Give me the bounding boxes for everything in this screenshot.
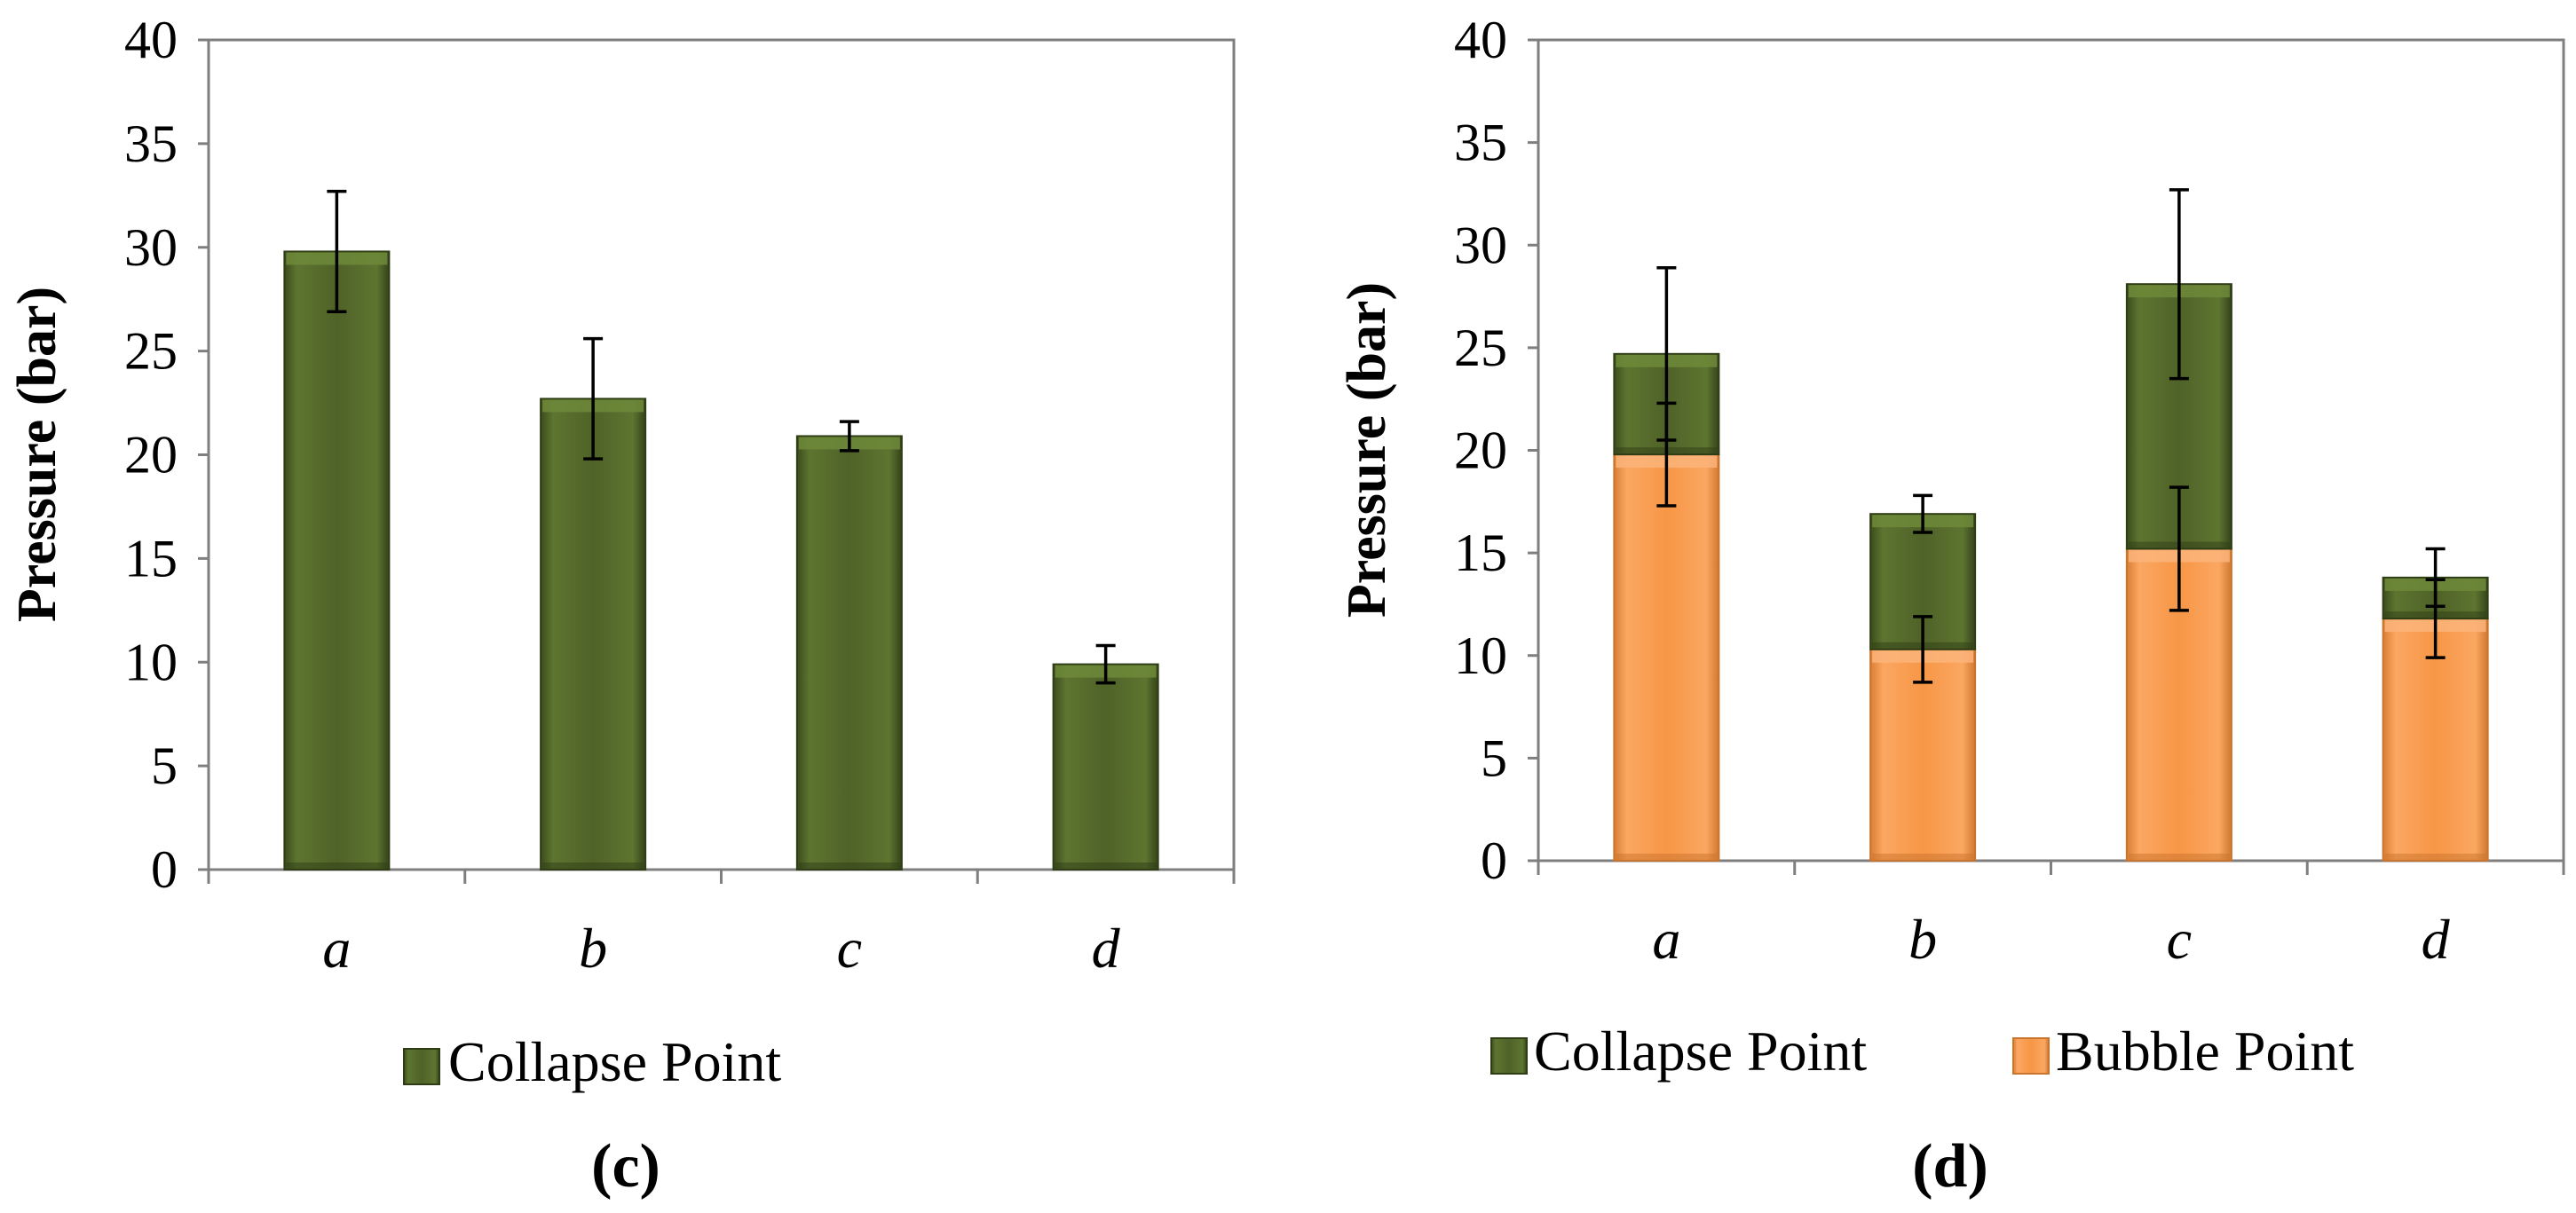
x-tick-label: a [1652,908,1680,971]
y-tick-label: 5 [1481,729,1507,787]
x-tick-label: b [579,917,607,980]
y-tick-label: 5 [151,736,178,795]
y-tick-label: 30 [1454,216,1507,274]
bar-bevel-shade [1616,854,1718,861]
x-tick-label: a [322,917,351,980]
panel-d-y-axis: 0 5 10 15 20 25 30 35 40 [1454,11,1538,890]
x-tick-label: c [837,917,862,980]
y-tick-label: 15 [124,529,178,587]
y-tick-label: 30 [124,218,178,277]
panel-c-legend: Collapse Point [403,1030,781,1093]
panel-c-error-bars [327,189,1116,685]
panel-d-chart: 0 5 10 15 20 25 30 35 40 a b c d Pressure (bar) Col… [1337,11,2565,1201]
bar-bevel-shade [2128,854,2230,861]
bar-bevel-shade [542,862,644,870]
bar-collapse-point-b [540,398,647,870]
y-tick-label: 40 [124,11,178,69]
panel-c-label: (c) [591,1132,660,1201]
panel-d-x-axis: a b c d [1537,861,2565,971]
panel-d-label: (d) [1912,1132,1988,1201]
x-tick-label: d [1092,917,1121,980]
bar-bubble-point-b [1869,648,1977,862]
bar-bevel-shade [1055,862,1157,870]
bar-bevel-shade [286,862,388,870]
y-tick-label: 40 [1454,11,1507,69]
y-tick-label: 0 [151,840,178,899]
y-tick-label: 10 [1454,626,1507,685]
x-tick-label: b [1908,908,1937,971]
panel-d-legend-label-bubble: Bubble Point [2056,1020,2354,1083]
panel-c-legend-swatch-collapse [403,1048,440,1085]
y-tick-label: 10 [124,633,178,691]
bar-bevel-shade [1872,854,1974,861]
panel-d-bars [1613,283,2489,862]
y-tick-label: 0 [1481,831,1507,890]
panel-d-legend-label-collapse: Collapse Point [1534,1020,1867,1083]
panel-c-y-axis: 0 5 10 15 20 25 30 35 40 [124,11,209,899]
bar-collapse-point-a [283,250,391,870]
panel-c-x-axis: a b c d [207,870,1236,980]
panel-d-legend-swatch-collapse [1490,1037,1528,1075]
y-tick-label: 20 [1454,421,1507,480]
panel-d-legend-swatch-bubble [2012,1037,2050,1075]
bar-bubble-point-a [1613,453,1720,862]
bar-bevel-shade [2384,854,2486,861]
y-tick-label: 35 [124,114,178,173]
bar-collapse-point-c [795,435,903,870]
y-tick-label: 35 [1454,114,1507,172]
y-tick-label: 15 [1454,524,1507,582]
panel-d-error-bars [1656,188,2446,684]
panel-c-legend-label-collapse: Collapse Point [448,1030,781,1093]
y-tick-label: 25 [1454,319,1507,377]
panel-c-y-axis-title: Pressure (bar) [7,287,67,622]
panel-d-legend: Collapse Point Bubble Point [1490,1020,2354,1083]
panel-c-chart: 0 5 10 15 20 25 30 35 40 a b c d Pressure (bar) Col… [7,11,1236,1201]
bar-bevel-shade [798,862,900,870]
x-tick-label: c [2167,908,2192,971]
x-tick-label: d [2422,908,2451,971]
panel-d-y-axis-title: Pressure (bar) [1337,282,1397,618]
bar-collapse-point-d [1052,663,1159,871]
y-tick-label: 20 [124,426,178,484]
y-tick-label: 25 [124,322,178,381]
panel-c-bars [283,250,1159,871]
